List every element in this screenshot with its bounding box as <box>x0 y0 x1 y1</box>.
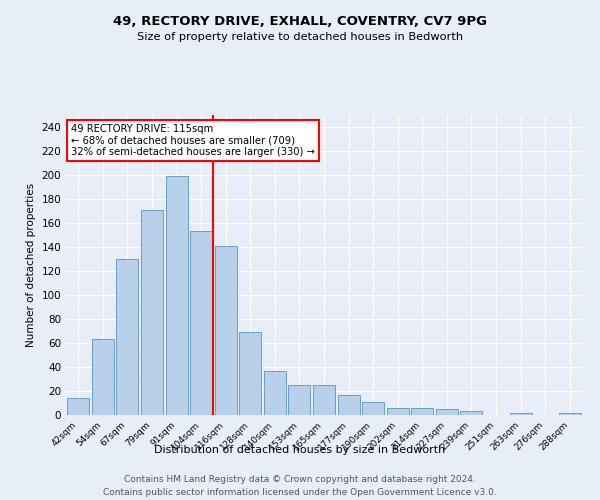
Bar <box>386 408 409 415</box>
Bar <box>92 340 114 415</box>
Bar <box>362 402 384 415</box>
Bar <box>190 232 212 415</box>
Text: Contains public sector information licensed under the Open Government Licence v3: Contains public sector information licen… <box>103 488 497 497</box>
Bar <box>411 408 433 415</box>
Bar <box>215 246 237 415</box>
Bar <box>116 259 139 415</box>
Bar <box>460 412 482 415</box>
Bar <box>166 176 188 415</box>
Bar <box>313 385 335 415</box>
Bar <box>436 409 458 415</box>
Text: 49, RECTORY DRIVE, EXHALL, COVENTRY, CV7 9PG: 49, RECTORY DRIVE, EXHALL, COVENTRY, CV7… <box>113 15 487 28</box>
Bar <box>338 394 359 415</box>
Bar <box>289 385 310 415</box>
Bar <box>239 332 262 415</box>
Bar <box>559 412 581 415</box>
Bar <box>509 412 532 415</box>
Text: Distribution of detached houses by size in Bedworth: Distribution of detached houses by size … <box>154 445 446 455</box>
Y-axis label: Number of detached properties: Number of detached properties <box>26 183 36 347</box>
Text: Size of property relative to detached houses in Bedworth: Size of property relative to detached ho… <box>137 32 463 42</box>
Bar <box>264 370 286 415</box>
Bar <box>141 210 163 415</box>
Text: Contains HM Land Registry data © Crown copyright and database right 2024.: Contains HM Land Registry data © Crown c… <box>124 476 476 484</box>
Bar <box>67 398 89 415</box>
Text: 49 RECTORY DRIVE: 115sqm
← 68% of detached houses are smaller (709)
32% of semi-: 49 RECTORY DRIVE: 115sqm ← 68% of detach… <box>71 124 315 157</box>
